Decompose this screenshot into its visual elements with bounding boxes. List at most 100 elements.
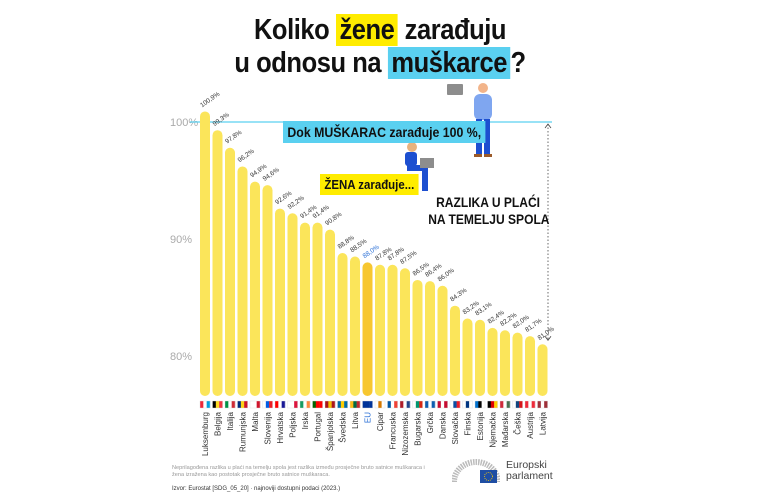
country-label: Češka xyxy=(514,411,523,434)
flag-stripe xyxy=(319,401,323,408)
flag-švedska-icon xyxy=(337,400,348,409)
flag-stripe xyxy=(269,401,273,408)
flag-stripe xyxy=(425,401,429,408)
country-label: Italija xyxy=(226,411,235,430)
pay-gap-label: RAZLIKA U PLAĆI NA TEMELJU SPOLA xyxy=(428,194,550,228)
flag-malta-icon xyxy=(249,400,261,409)
men-annotation: Dok MUŠKARAC zarađuje 100 %, xyxy=(283,121,486,143)
y-tick-label: 100% xyxy=(170,117,198,129)
country-label: EU xyxy=(364,412,373,423)
pay-gap-label-line-2: NA TEMELJU SPOLA xyxy=(428,211,550,227)
flag-bugarska-icon xyxy=(412,400,423,409)
flag-hrvatska-icon xyxy=(274,400,286,409)
flag-stripe xyxy=(528,401,532,408)
woman-with-laptop-illustration xyxy=(405,142,434,191)
flag-poljska-icon xyxy=(287,400,298,409)
flag-rumunjska-icon xyxy=(237,400,248,409)
bar-portugal xyxy=(312,222,323,396)
country-label: Belgija xyxy=(214,411,223,436)
flag-stripe xyxy=(490,401,495,408)
flag-belgija-icon xyxy=(212,400,223,409)
bar-finska xyxy=(462,318,473,396)
country-label: Slovačka xyxy=(451,411,460,444)
flag-stripe xyxy=(465,401,470,408)
country-label: Španjolska xyxy=(326,411,335,451)
flag-stripe xyxy=(512,401,517,408)
flag-stripe xyxy=(415,401,420,408)
bar-latvija xyxy=(537,344,548,396)
bar-nizozemska xyxy=(400,268,410,396)
flag-stripe xyxy=(212,401,217,408)
flag-cipar-icon xyxy=(374,400,386,409)
flag-stripe xyxy=(237,401,242,408)
flag-finska-icon xyxy=(462,400,473,409)
flag-stripe xyxy=(365,401,370,408)
flag-stripe xyxy=(281,401,286,408)
title-highlight-men: muškarce xyxy=(387,47,511,79)
country-label: Švedska xyxy=(339,411,348,442)
country-label: Litva xyxy=(351,411,360,428)
flag-stripe xyxy=(256,401,261,408)
flag-stripe xyxy=(375,401,379,408)
bar-irska xyxy=(300,222,310,396)
flag-stripe xyxy=(515,401,520,408)
flag-portugal-icon xyxy=(312,400,323,409)
flag-stripe xyxy=(444,401,448,408)
bar-italija xyxy=(225,147,235,396)
flag-stripe xyxy=(453,401,457,408)
flag-stripe xyxy=(312,401,317,408)
value-label: 97,8% xyxy=(224,129,243,145)
definition-note: Neprilagođena razlika u plaći na temelju… xyxy=(172,465,425,478)
bar-slovačka xyxy=(450,305,460,396)
flag-stripe xyxy=(303,401,307,408)
flag-austrija-icon xyxy=(524,400,536,409)
country-label: Grčka xyxy=(426,411,435,433)
flag-mađarska-icon xyxy=(499,400,511,409)
bar-cipar xyxy=(375,264,385,396)
flag-stripe xyxy=(506,401,511,408)
flag-stripe xyxy=(262,401,267,408)
value-label: 84,3% xyxy=(449,287,468,303)
flag-litva-icon xyxy=(349,400,361,409)
country-label: Nizozemska xyxy=(401,411,410,455)
bar-rumunjska xyxy=(237,166,248,396)
bar-mađarska xyxy=(500,330,510,396)
flag-stripe xyxy=(537,401,542,408)
flag-stripe xyxy=(431,401,436,408)
flag-stripe xyxy=(540,401,545,408)
flag-španjolska-icon xyxy=(324,400,336,409)
flag-stripe xyxy=(519,401,523,408)
european-parliament-logo: Europski parlament xyxy=(452,458,553,484)
flag-stripe xyxy=(225,401,229,408)
flag-stripe xyxy=(362,401,367,408)
pay-gap-label-line-1: RAZLIKA U PLAĆI xyxy=(436,194,540,210)
bar-bugarska xyxy=(412,279,423,396)
flag-stripe xyxy=(244,401,248,408)
flag-grčka-icon xyxy=(424,400,436,409)
flag-stripe xyxy=(462,401,467,408)
bar-francuska xyxy=(387,264,398,396)
bar-malta xyxy=(250,181,260,396)
flag-stripe xyxy=(200,401,204,408)
flag-stripe xyxy=(240,401,245,408)
title-text: Koliko xyxy=(253,14,330,46)
flag-stripe xyxy=(278,401,282,408)
country-label: Njemačka xyxy=(489,411,498,447)
flag-stripe xyxy=(356,401,361,408)
bar-austrija xyxy=(525,336,535,396)
flag-stripe xyxy=(544,401,548,408)
flag-stripe xyxy=(412,401,417,408)
flag-stripe xyxy=(469,401,473,408)
country-label: Hrvatska xyxy=(276,411,285,443)
flag-stripe xyxy=(403,401,407,408)
logo-text-line-2: parlament xyxy=(506,470,553,482)
flag-stripe xyxy=(487,401,492,408)
country-label: Poljska xyxy=(289,411,298,437)
country-label: Luksemburg xyxy=(201,412,210,456)
flag-stripe xyxy=(500,401,504,408)
value-label: 90,8% xyxy=(324,211,343,227)
value-label: 81,0% xyxy=(537,326,556,342)
country-label: Portugal xyxy=(314,412,323,442)
bar-eu xyxy=(362,262,373,396)
source-text: Izvor: Eurostat [SDG_05_20] · najnoviji … xyxy=(172,486,341,492)
